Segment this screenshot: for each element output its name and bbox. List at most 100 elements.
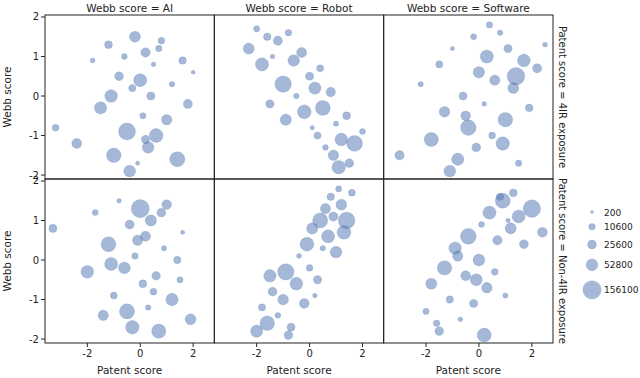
bubble [49, 224, 57, 232]
bubble [94, 102, 106, 114]
legend-bubble [591, 211, 594, 214]
bubble [423, 308, 429, 314]
bubble [460, 228, 476, 244]
points [251, 186, 356, 340]
bubble [273, 36, 282, 45]
bubble [482, 102, 487, 107]
bubble [313, 293, 318, 298]
bubble [437, 261, 451, 275]
y-tick-label: -1 [29, 294, 39, 305]
chart: -2-1012Webb scoreWebb score = AIWebb sco… [0, 0, 640, 378]
legend-bubble [588, 240, 597, 249]
bubble [450, 46, 454, 50]
bubble [496, 137, 509, 150]
bubble [503, 293, 508, 298]
x-tick-label: -2 [82, 348, 92, 359]
bubble [505, 223, 516, 234]
bubble [126, 320, 139, 333]
bubble [263, 33, 271, 41]
bubble [150, 288, 157, 295]
y-tick [41, 180, 45, 181]
y-tick-label: -1 [29, 130, 39, 141]
bubble [489, 132, 496, 139]
bubble [125, 220, 134, 229]
bubble [180, 230, 184, 234]
bubble [313, 213, 328, 228]
bubble [537, 227, 547, 237]
bubble [482, 282, 493, 293]
bubble [254, 26, 260, 32]
y-tick-label: 2 [33, 11, 39, 22]
bubble [115, 72, 124, 81]
column-title: Webb score = Software [407, 2, 530, 14]
bubble [418, 82, 423, 87]
bubble [333, 121, 338, 126]
bubble [332, 160, 345, 173]
bubble [90, 58, 95, 63]
bubble [453, 251, 463, 261]
bubble [337, 225, 351, 239]
bubble [166, 293, 178, 305]
bubble [264, 270, 276, 282]
bubble [129, 31, 140, 42]
legend-label: 52800 [604, 260, 633, 270]
bubble [132, 235, 142, 245]
bubble [498, 112, 513, 127]
bubble [299, 299, 309, 309]
y-tick [41, 299, 45, 300]
bubble [495, 193, 510, 208]
bubble [158, 37, 165, 44]
column-title: Webb score = AI [86, 2, 173, 14]
bubble [439, 106, 450, 117]
x-tick-label: -2 [252, 348, 262, 359]
bubble [268, 287, 277, 296]
x-tick-label: 0 [306, 348, 312, 359]
y-tick [41, 175, 45, 176]
bubble [131, 200, 149, 218]
bubble [297, 48, 307, 58]
bubble [336, 199, 347, 210]
x-tick-label: 0 [137, 348, 143, 359]
bubble [105, 90, 118, 103]
bubble [519, 240, 528, 249]
bubble [480, 50, 493, 63]
bubble [470, 274, 482, 286]
bubble [161, 114, 171, 124]
x-tick-label: 0 [476, 348, 482, 359]
bubble [141, 135, 149, 143]
bubble [135, 161, 139, 165]
bubble [336, 186, 342, 192]
x-tick [256, 343, 257, 347]
bubble [313, 276, 321, 284]
bubble [183, 99, 192, 108]
bubble [147, 92, 155, 100]
x-tick [193, 343, 194, 347]
bubble [459, 92, 467, 100]
bubble [433, 320, 440, 327]
bubble [444, 165, 456, 177]
points [52, 31, 195, 177]
bubble [149, 129, 163, 143]
bubble [322, 230, 335, 243]
bubble [345, 159, 354, 168]
bubble [174, 256, 181, 263]
bubble [117, 198, 122, 203]
bubble [486, 22, 492, 28]
bubble [151, 62, 156, 67]
bubble [290, 277, 303, 290]
bubble [278, 294, 289, 305]
bubble [327, 193, 335, 201]
y-tick [41, 16, 45, 17]
bubble [320, 245, 325, 250]
bubble [121, 54, 127, 60]
bubble [435, 327, 444, 336]
bubble [185, 314, 196, 325]
points [395, 22, 548, 177]
bubble [515, 160, 521, 166]
bubble [129, 84, 136, 91]
bubble [315, 100, 330, 115]
bubble [458, 317, 463, 322]
bubble [162, 200, 172, 210]
y-tick-label: 1 [33, 215, 39, 226]
bubble [134, 74, 147, 87]
